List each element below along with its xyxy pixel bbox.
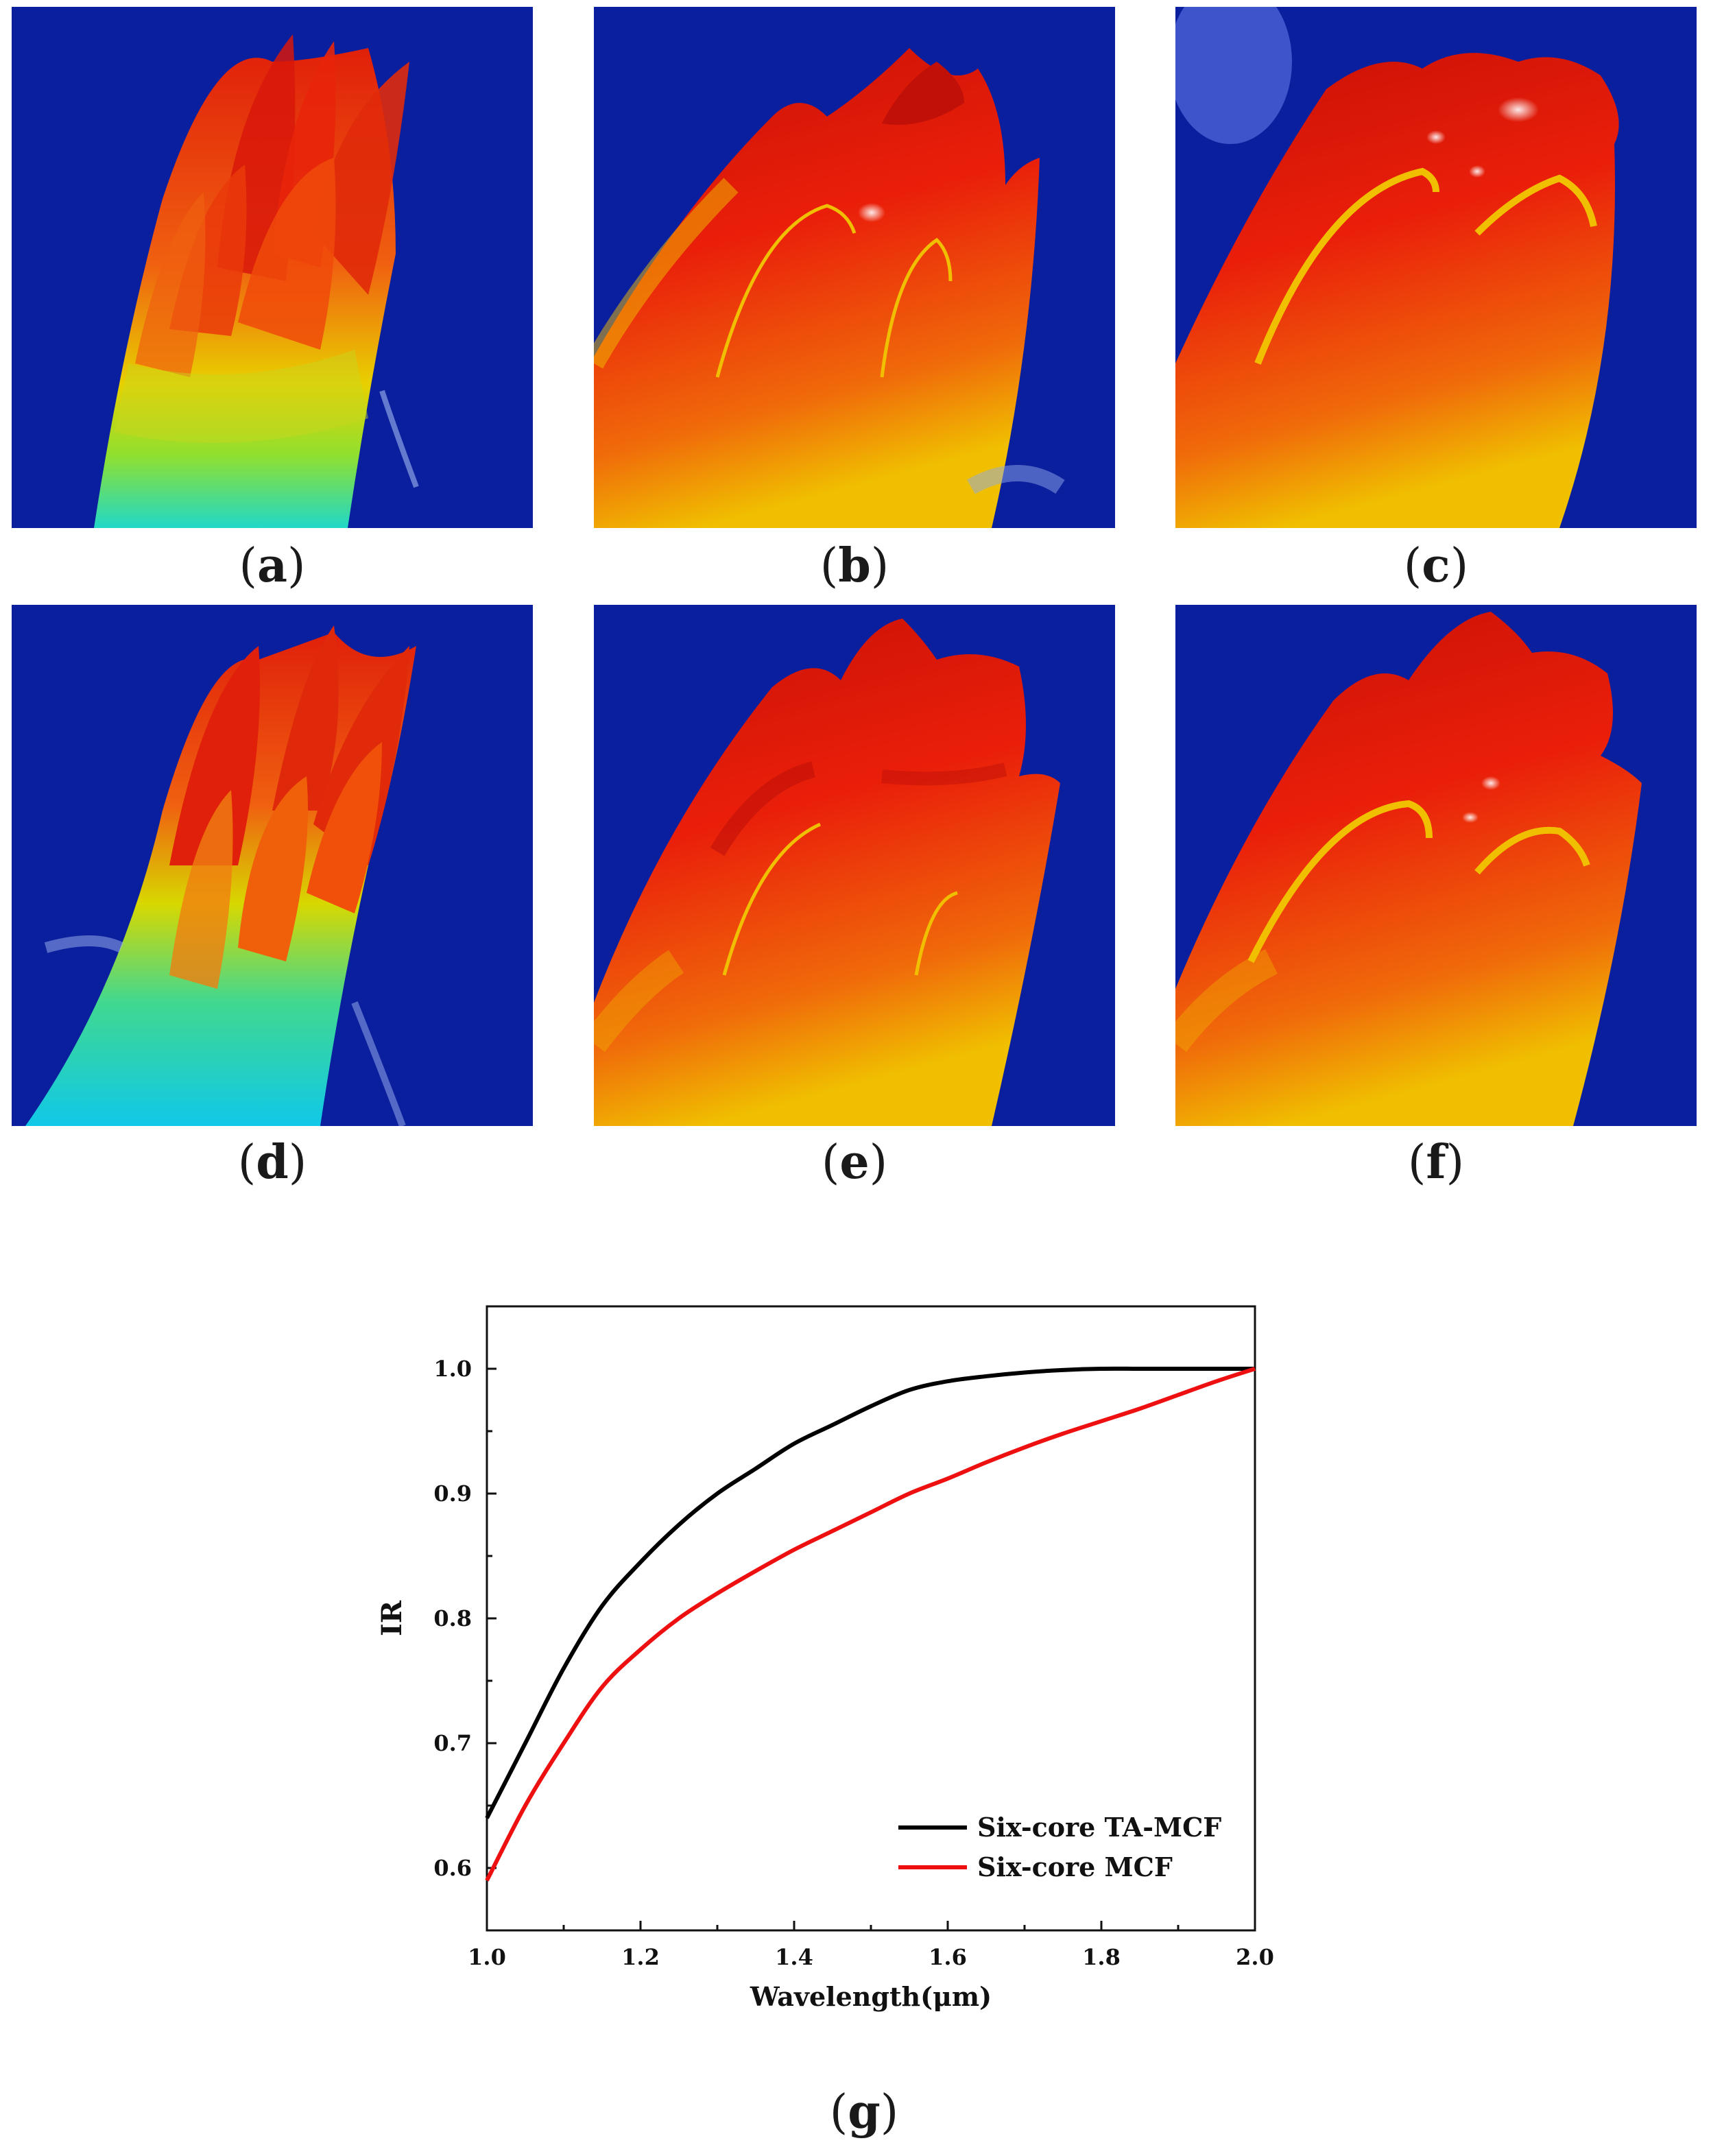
x-tick-label: 2.0 (1236, 1944, 1274, 1970)
y-tick-label: 0.6 (433, 1855, 472, 1881)
y-tick-label: 0.7 (433, 1730, 472, 1756)
x-axis-label: Wavelength(μm) (750, 1981, 992, 2012)
caption-d: d (256, 1135, 289, 1190)
y-axis-ticks: 0.6 0.7 0.8 0.9 1.0 (433, 1305, 496, 1932)
y-tick-label: 0.9 (433, 1481, 472, 1507)
y-axis-label: IR (376, 1600, 408, 1636)
panel-e-image (594, 605, 1115, 1126)
panel-f-image (1175, 605, 1697, 1126)
caption-f: f (1426, 1135, 1446, 1190)
series-line-mcf (485, 1367, 1256, 1882)
legend: Six-core TA-MCF Six-core MCF (898, 1812, 1221, 1882)
panel-c-image (1175, 7, 1697, 528)
x-tick-label: 1.2 (621, 1944, 660, 1970)
panel-a-image (12, 7, 533, 528)
series-line-ta-mcf (485, 1366, 1255, 1819)
panel-b-image (594, 7, 1115, 528)
x-tick-label: 1.8 (1082, 1944, 1121, 1970)
caption-g: g (848, 2085, 881, 2140)
x-tick-label: 1.6 (929, 1944, 967, 1970)
legend-label-mcf: Six-core MCF (977, 1852, 1173, 1882)
panel-d-image (12, 605, 533, 1126)
series-lines (485, 1366, 1256, 1882)
caption-c: c (1422, 538, 1450, 593)
caption-a: a (256, 538, 288, 593)
x-axis-ticks: 1.0 1.2 1.4 1.6 1.8 2.0 (468, 1921, 1274, 1970)
x-tick-label: 1.0 (468, 1944, 506, 1970)
ir-line-chart: 1.0 1.2 1.4 1.6 1.8 2.0 0.6 0.7 0.8 0.9 1.0 Wavel… (370, 1289, 1330, 2030)
caption-b: b (838, 538, 871, 593)
x-tick-label: 1.4 (775, 1944, 813, 1970)
caption-e: e (839, 1135, 870, 1190)
legend-label-ta-mcf: Six-core TA-MCF (977, 1812, 1221, 1843)
y-tick-label: 0.8 (433, 1605, 472, 1631)
y-tick-label: 1.0 (433, 1356, 472, 1382)
